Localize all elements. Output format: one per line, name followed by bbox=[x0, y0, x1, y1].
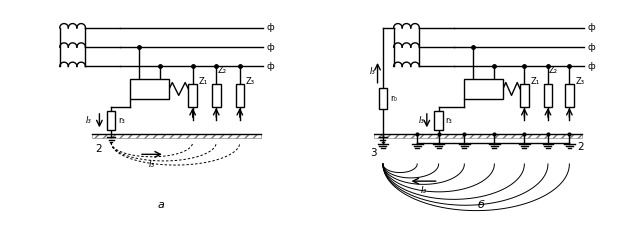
Text: 1: 1 bbox=[485, 89, 490, 98]
Text: I₃: I₃ bbox=[421, 186, 427, 195]
Text: r₃: r₃ bbox=[118, 116, 125, 125]
Bar bbox=[188, 84, 197, 107]
Text: а: а bbox=[157, 200, 164, 210]
Bar bbox=[107, 111, 116, 130]
Text: Z₁: Z₁ bbox=[530, 77, 539, 86]
Text: I₃: I₃ bbox=[86, 116, 92, 125]
Text: ф: ф bbox=[266, 23, 274, 32]
Bar bbox=[520, 84, 528, 107]
Text: ф: ф bbox=[587, 23, 595, 32]
Text: r₀: r₀ bbox=[390, 94, 397, 103]
Text: I₃: I₃ bbox=[149, 160, 155, 169]
Text: Z₃: Z₃ bbox=[575, 77, 584, 86]
Text: I₃: I₃ bbox=[419, 116, 425, 125]
Text: 2: 2 bbox=[577, 142, 584, 152]
Text: ф: ф bbox=[587, 62, 595, 71]
Text: I₃: I₃ bbox=[370, 67, 376, 76]
Text: Z₃: Z₃ bbox=[246, 77, 255, 86]
Text: Z₂: Z₂ bbox=[549, 66, 558, 75]
Bar bbox=[565, 84, 574, 107]
Bar bbox=[544, 84, 552, 107]
Text: r₃: r₃ bbox=[446, 116, 452, 125]
Bar bbox=[464, 79, 503, 99]
Bar bbox=[130, 79, 169, 99]
Text: Z₁: Z₁ bbox=[198, 77, 207, 86]
Bar bbox=[435, 111, 443, 130]
Bar bbox=[236, 84, 244, 107]
Bar bbox=[212, 84, 220, 107]
Text: 1: 1 bbox=[152, 89, 157, 98]
Text: ф: ф bbox=[587, 43, 595, 52]
Text: ф: ф bbox=[266, 62, 274, 71]
Text: ф: ф bbox=[266, 43, 274, 52]
Text: 3: 3 bbox=[370, 148, 376, 158]
Text: Z₂: Z₂ bbox=[217, 66, 227, 75]
Text: б: б bbox=[478, 200, 485, 210]
Bar bbox=[379, 88, 387, 109]
Text: 2: 2 bbox=[95, 144, 101, 154]
